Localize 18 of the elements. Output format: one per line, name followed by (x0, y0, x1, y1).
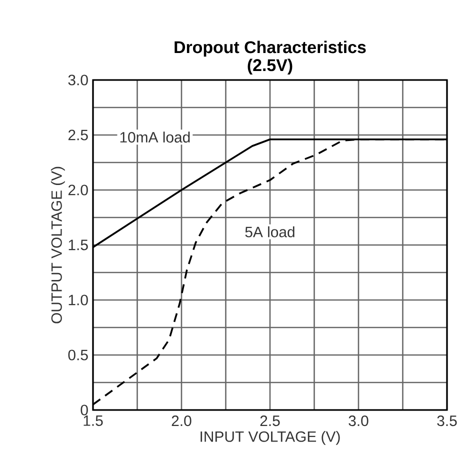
y-axis-title: OUTPUT VOLTAGE (V) (50, 166, 65, 324)
x-tick-label: 2.5 (260, 416, 280, 426)
y-tick-label: 3.0 (68, 74, 88, 86)
y-tick-label: 1.5 (68, 240, 88, 250)
y-tick-label: 2.5 (68, 130, 88, 140)
x-tick-label: 3.0 (348, 416, 368, 426)
x-tick-label: 2.0 (172, 416, 192, 426)
annotation: 10mA load (120, 132, 190, 143)
x-axis-title: INPUT VOLTAGE (V) (200, 430, 340, 445)
x-tick-label: 3.5 (437, 416, 457, 426)
x-tick-label: 1.5 (84, 416, 103, 426)
annotation: 5A load (245, 226, 294, 238)
y-tick-label: 0.5 (68, 350, 88, 360)
y-tick-label: 2.0 (68, 184, 88, 196)
chart-subtitle: (2.5V) (248, 58, 292, 75)
y-tick-label: 1.0 (68, 294, 88, 306)
chart-title: Dropout Characteristics (174, 40, 366, 57)
y-tick-label: 0 (80, 404, 88, 416)
